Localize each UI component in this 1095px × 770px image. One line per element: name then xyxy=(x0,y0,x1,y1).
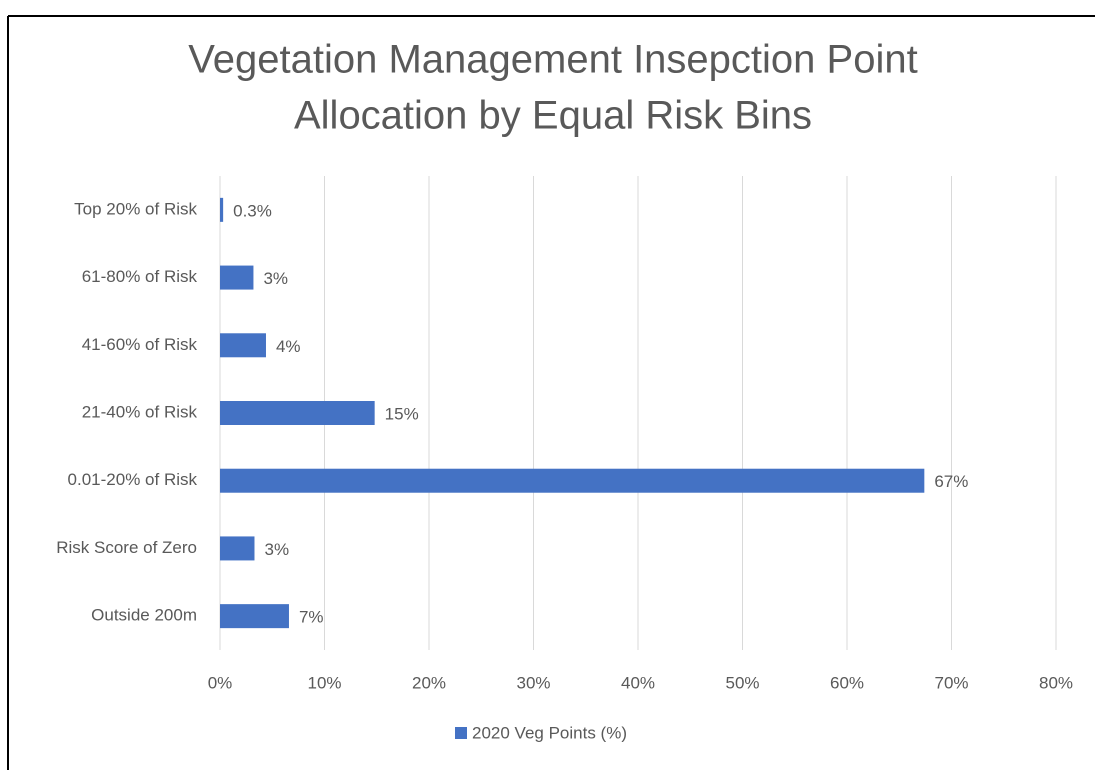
x-tick-label: 50% xyxy=(725,673,759,692)
chart-title: Vegetation Management Insepction Point xyxy=(188,38,917,82)
x-tick-label: 10% xyxy=(307,673,341,692)
bar xyxy=(220,197,224,222)
bar xyxy=(220,536,255,561)
data-label: 3% xyxy=(263,269,288,288)
bar xyxy=(220,333,266,358)
data-label: 3% xyxy=(264,540,289,559)
y-tick-label: Risk Score of Zero xyxy=(56,538,197,557)
x-tick-label: 20% xyxy=(412,673,446,692)
y-tick-label: 0.01-20% of Risk xyxy=(68,470,198,489)
y-tick-label: Outside 200m xyxy=(91,606,197,625)
data-label: 67% xyxy=(934,472,968,491)
bar xyxy=(220,468,925,493)
data-label: 7% xyxy=(299,608,324,627)
bar xyxy=(220,265,254,290)
y-tick-label: 61-80% of Risk xyxy=(82,267,198,286)
bar xyxy=(220,604,289,629)
x-tick-label: 0% xyxy=(208,673,233,692)
y-tick-label: Top 20% of Risk xyxy=(74,199,197,218)
data-label: 4% xyxy=(276,337,301,356)
chart-title: Allocation by Equal Risk Bins xyxy=(294,94,812,138)
legend-swatch xyxy=(455,727,467,739)
y-tick-label: 41-60% of Risk xyxy=(82,335,198,354)
data-label: 15% xyxy=(385,404,419,423)
x-tick-label: 30% xyxy=(516,673,550,692)
x-tick-label: 70% xyxy=(934,673,968,692)
data-label: 0.3% xyxy=(233,201,272,220)
bar xyxy=(220,401,375,425)
x-tick-label: 40% xyxy=(621,673,655,692)
y-tick-label: 21-40% of Risk xyxy=(82,402,198,421)
x-tick-label: 60% xyxy=(830,673,864,692)
x-tick-label: 80% xyxy=(1039,673,1073,692)
legend-label: 2020 Veg Points (%) xyxy=(472,723,627,742)
